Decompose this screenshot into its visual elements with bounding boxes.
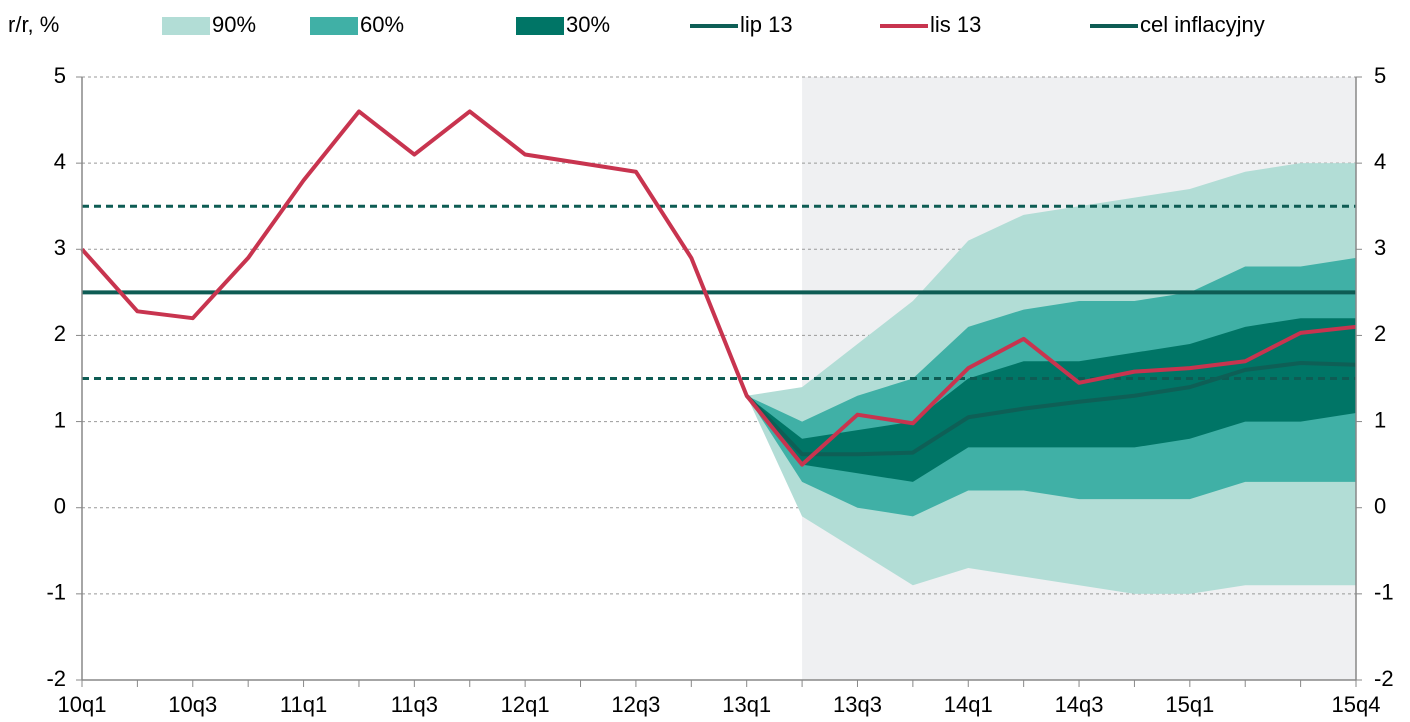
x-tick-label: 11q1: [280, 692, 327, 717]
x-tick-label: 13q3: [833, 692, 882, 717]
y2-tick-label: 4: [1374, 149, 1386, 174]
series-line: [80, 109, 1357, 467]
y-tick-label: 3: [54, 235, 66, 260]
x-tick-label: 13q1: [722, 692, 771, 717]
y2-tick-label: 1: [1374, 407, 1386, 432]
x-tick-label: 10q1: [58, 692, 107, 717]
y-tick-label: 1: [54, 407, 66, 432]
y2-tick-label: 3: [1374, 235, 1386, 260]
y2-tick-label: -1: [1374, 580, 1394, 605]
y-tick-label: 4: [54, 149, 66, 174]
legend-label: lis 13: [930, 12, 981, 37]
x-tick-label: 15q4: [1332, 692, 1381, 717]
x-tick-label: 14q1: [944, 692, 993, 717]
x-tick-label: 14q3: [1055, 692, 1104, 717]
y-tick-label: 0: [54, 494, 66, 519]
series-line: [745, 360, 1357, 457]
fan-band: [746, 318, 1356, 482]
legend-label: 30%: [566, 12, 610, 37]
legend-label: cel inflacyjny: [1140, 12, 1265, 37]
y2-tick-label: 0: [1374, 494, 1386, 519]
y-axis-label: r/r, %: [8, 12, 59, 37]
y-tick-label: 2: [54, 321, 66, 346]
y-tick-label: 5: [54, 63, 66, 88]
legend-label: 90%: [212, 12, 256, 37]
y2-tick-label: 2: [1374, 321, 1386, 346]
y2-tick-label: 5: [1374, 63, 1386, 88]
x-tick-label: 12q3: [611, 692, 660, 717]
x-tick-label: 10q3: [168, 692, 217, 717]
x-tick-label: 11q3: [391, 692, 438, 717]
y-tick-label: -1: [46, 580, 66, 605]
legend-label: lip 13: [740, 12, 793, 37]
legend-swatch: [162, 17, 210, 35]
x-tick-label: 15q1: [1165, 692, 1214, 717]
y-tick-label: -2: [46, 666, 66, 691]
legend-label: 60%: [360, 12, 404, 37]
legend-swatch: [516, 17, 564, 35]
y2-tick-label: -2: [1374, 666, 1394, 691]
legend-swatch: [310, 17, 358, 35]
x-tick-label: 12q1: [501, 692, 550, 717]
